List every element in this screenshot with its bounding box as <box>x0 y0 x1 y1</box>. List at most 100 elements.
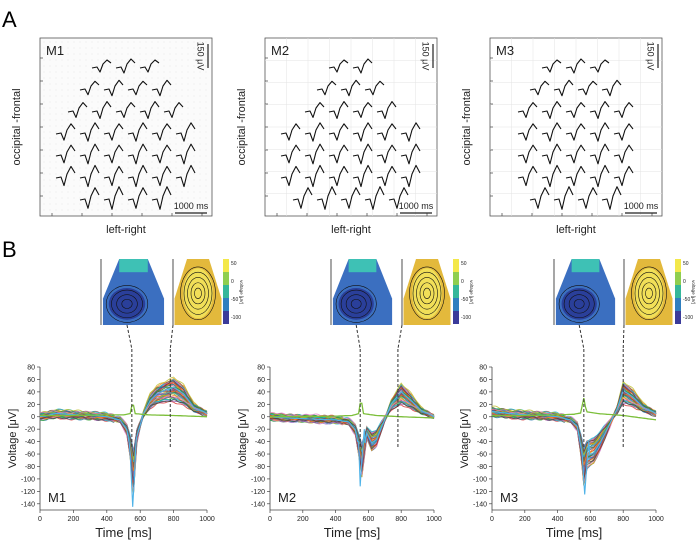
grid-dot <box>73 179 75 181</box>
y-tick-label: -100 <box>21 476 35 483</box>
grid-dot <box>61 143 63 145</box>
grid-dot <box>145 89 147 91</box>
electrode-trace <box>328 123 349 141</box>
grid-dot <box>187 179 189 181</box>
electrode-trace <box>91 59 112 73</box>
y-axis-label: occipital -frontal <box>461 88 473 165</box>
grid-dot <box>109 59 111 61</box>
electrode-trace <box>517 123 538 141</box>
grid-dot <box>61 161 63 163</box>
grid-dot <box>205 149 207 151</box>
grid-dot <box>91 173 93 175</box>
grid-dot <box>127 77 129 79</box>
grid-dot <box>121 179 123 181</box>
y-tick-label: -120 <box>21 489 35 496</box>
grid-dot <box>49 179 51 181</box>
grid-dot <box>199 83 201 85</box>
colorbar-label: voltage [μV] <box>469 280 474 304</box>
colorbar-tick-label: -50 <box>231 297 238 303</box>
grid-dot <box>85 197 87 199</box>
grid-dot <box>91 89 93 91</box>
grid-dot <box>127 131 129 133</box>
electrode-trace <box>292 187 313 209</box>
grid-dot <box>91 155 93 157</box>
grid-dot <box>67 113 69 115</box>
grid-dot <box>91 119 93 121</box>
grid-dot <box>145 203 147 205</box>
colorbar-tick-label: -50 <box>461 297 468 303</box>
grid-dot <box>157 71 159 73</box>
electrode-trace <box>316 80 337 96</box>
electrode-trace <box>103 123 124 141</box>
grid-dot <box>151 203 153 205</box>
topomap-contour <box>111 289 143 319</box>
grid-dot <box>115 59 117 61</box>
grid-dot <box>115 113 117 115</box>
grid-dot <box>181 209 183 211</box>
grid-dot <box>199 89 201 91</box>
y-axis-label: occipital -frontal <box>236 88 248 165</box>
electrode-trace <box>103 144 124 164</box>
grid-dot <box>205 83 207 85</box>
grid-dot <box>151 101 153 103</box>
x-tick-label: 800 <box>617 516 629 523</box>
grid-dot <box>61 107 63 109</box>
grid-dot <box>157 161 159 163</box>
grid-dot <box>151 77 153 79</box>
electrode-trace <box>127 143 148 165</box>
marker-leader <box>622 324 625 350</box>
x-tick-label: 1000 <box>426 516 442 523</box>
grid-dot <box>97 53 99 55</box>
grid-dot <box>151 209 153 211</box>
grid-dot <box>145 197 147 199</box>
x-tick-label: 800 <box>168 516 180 523</box>
grid-dot <box>115 203 117 205</box>
topomap-m3-1 <box>553 259 616 325</box>
grid-dot <box>199 119 201 121</box>
grid-dot <box>103 125 105 127</box>
y-tick-label: -120 <box>251 489 265 496</box>
grid-dot <box>205 107 207 109</box>
grid-dot <box>181 83 183 85</box>
grid-dot <box>109 185 111 187</box>
grid-dot <box>163 137 165 139</box>
grid-dot <box>187 155 189 157</box>
grid-dot <box>97 173 99 175</box>
grid-dot <box>133 77 135 79</box>
grid-dot <box>73 203 75 205</box>
grid-dot <box>133 191 135 193</box>
y-tick-label: 60 <box>27 377 35 384</box>
grid-dot <box>187 41 189 43</box>
grid-dot <box>205 173 207 175</box>
electrode-trace <box>577 187 598 209</box>
electrode-trace <box>139 101 160 119</box>
grid-dot <box>115 77 117 79</box>
marker-leader <box>126 324 133 350</box>
grid-dot <box>115 101 117 103</box>
grid-dot <box>163 185 165 187</box>
grid-dot <box>55 185 57 187</box>
grid-dot <box>49 137 51 139</box>
grid-dot <box>205 65 207 67</box>
electrode-trace <box>103 186 124 210</box>
grid-dot <box>91 209 93 211</box>
grid-dot <box>73 89 75 91</box>
grid-dot <box>163 47 165 49</box>
grid-dot <box>79 119 81 121</box>
grid-dot <box>205 77 207 79</box>
grid-dot <box>85 53 87 55</box>
topomap-contour <box>350 298 362 309</box>
electrode-trace <box>589 59 610 73</box>
topomap-contour <box>563 289 595 319</box>
grid-dot <box>175 131 177 133</box>
y-tick-label: 20 <box>479 402 487 409</box>
grid-dot <box>115 155 117 157</box>
grid-dot <box>175 197 177 199</box>
electrode-trace <box>400 122 421 142</box>
y-tick-label: 80 <box>257 365 265 372</box>
grid-dot <box>79 83 81 85</box>
grid-dot <box>109 191 111 193</box>
grid-dot <box>55 41 57 43</box>
grid-dot <box>175 95 177 97</box>
grid-dot <box>145 107 147 109</box>
